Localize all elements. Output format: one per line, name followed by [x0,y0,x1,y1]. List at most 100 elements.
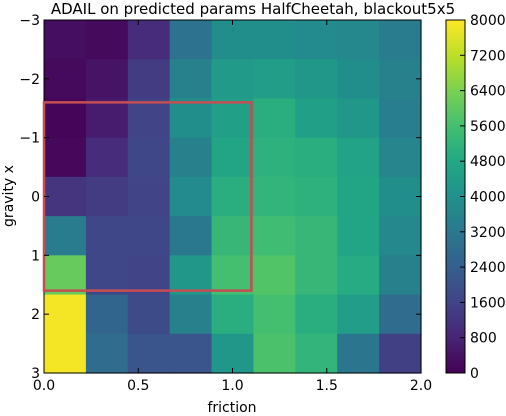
heatmap-cell [253,255,296,296]
heatmap-cell [295,20,338,60]
heatmap-cell [337,137,380,178]
heatmap-cell [169,59,213,100]
heatmap-cell [337,59,380,100]
colorbar-tick-label: 0 [470,366,479,382]
y-axis-ticks: −3 −2 −1 0 1 2 3 [19,13,421,382]
colorbar-tick-label: 1600 [470,295,506,311]
heatmap-cell [337,255,380,296]
heatmap-cell [44,20,87,60]
heatmap-cell [379,216,422,256]
heatmap-cell [169,294,213,335]
heatmap-cell [44,294,87,335]
colorbar-tick-label: 6400 [470,84,506,100]
heatmap-cell [211,137,255,178]
heatmap-cell [253,137,296,178]
heatmap-cell [211,255,255,296]
heatmap-cell [127,98,171,139]
heatmap-cell [337,216,380,256]
heatmap-cell [337,333,380,374]
heatmap-cell [253,294,296,335]
chart-title: ADAIL on predicted params HalfCheetah, b… [51,0,455,18]
y-tick-label: 1 [31,248,40,264]
heatmap-cell [295,137,338,178]
heatmap-cell [337,20,380,60]
heatmap-cell [44,333,87,374]
y-tick-label: 2 [31,307,40,323]
heatmap-cell [127,59,171,100]
heatmap-cell [169,333,213,374]
heatmap-cell [44,98,87,139]
heatmap-cell [44,255,87,296]
heatmap-cell [169,98,213,139]
heatmap-cell [211,294,255,335]
heatmap-cell [211,333,255,374]
heatmap-cell [253,98,296,139]
colorbar-ticks: 0 800 1600 2400 3200 4000 4800 5600 6400 7200 8000 [460,13,506,382]
colorbar-tick-label: 2400 [470,260,506,276]
heatmap-cell [85,176,129,217]
colorbar-tick-label: 4800 [470,154,506,170]
heatmap-cell [295,294,338,335]
x-tick-label: 1.5 [316,378,338,394]
heatmap-cell [337,176,380,217]
heatmap-cell [85,294,129,335]
heatmap-cell [253,20,296,60]
heatmap-cell [211,176,255,217]
heatmap-cell [253,333,296,374]
heatmap-cell [127,255,171,296]
x-axis-ticks: 0.0 0.5 1.0 1.5 2.0 [33,20,432,394]
y-tick-label: 0 [31,190,40,206]
heatmap-cell [379,176,422,217]
colorbar-tick-label: 800 [470,331,497,347]
x-tick-label: 2.0 [410,378,432,394]
heatmap-cell [127,137,171,178]
heatmap-cell [44,216,87,256]
x-tick-label: 1.0 [221,378,243,394]
heatmap-cell [169,216,213,256]
x-tick-label: 0.0 [33,378,55,394]
heatmap-cell [295,333,338,374]
heatmap-cell [44,59,87,100]
heatmap-cell [295,176,338,217]
heatmap-cell [379,294,422,335]
heatmap-cell [295,255,338,296]
heatmap-cell [253,216,296,256]
heatmap-cell [379,59,422,100]
y-axis-label: gravity x [1,165,17,227]
heatmap-cell [85,333,129,374]
heatmap-cell [337,294,380,335]
heatmap-cell [211,59,255,100]
x-tick-label: 0.5 [127,378,149,394]
heatmap-cell [127,176,171,217]
heatmap-cell [295,59,338,100]
heatmap-cell [85,255,129,296]
heatmap-cell [44,137,87,178]
heatmap-cell [44,176,87,217]
heatmap-cell [169,176,213,217]
y-tick-label: −2 [19,72,40,88]
y-tick-label: 3 [31,366,40,382]
heatmap-cell [253,176,296,217]
x-axis-label: friction [207,400,256,416]
heatmap-cell [85,20,129,60]
heatmap-cell [85,216,129,256]
heatmap-cell [379,255,422,296]
heatmap-cell [169,137,213,178]
heatmap-cell [127,333,171,374]
heatmap-cell [85,137,129,178]
heatmap-cell [211,216,255,256]
heatmap-cell [127,216,171,256]
heatmap-cell [211,98,255,139]
y-tick-label: −1 [19,131,40,147]
heatmap-cell [169,255,213,296]
heatmap-cell [295,216,338,256]
heatmap-cell [337,98,380,139]
heatmap-cell [379,20,422,60]
heatmap-cell [295,98,338,139]
heatmap-cells [44,20,422,374]
colorbar-tick-label: 4000 [470,190,506,206]
heatmap-cell [379,137,422,178]
heatmap-cell [127,20,171,60]
heatmap-cell [211,20,255,60]
